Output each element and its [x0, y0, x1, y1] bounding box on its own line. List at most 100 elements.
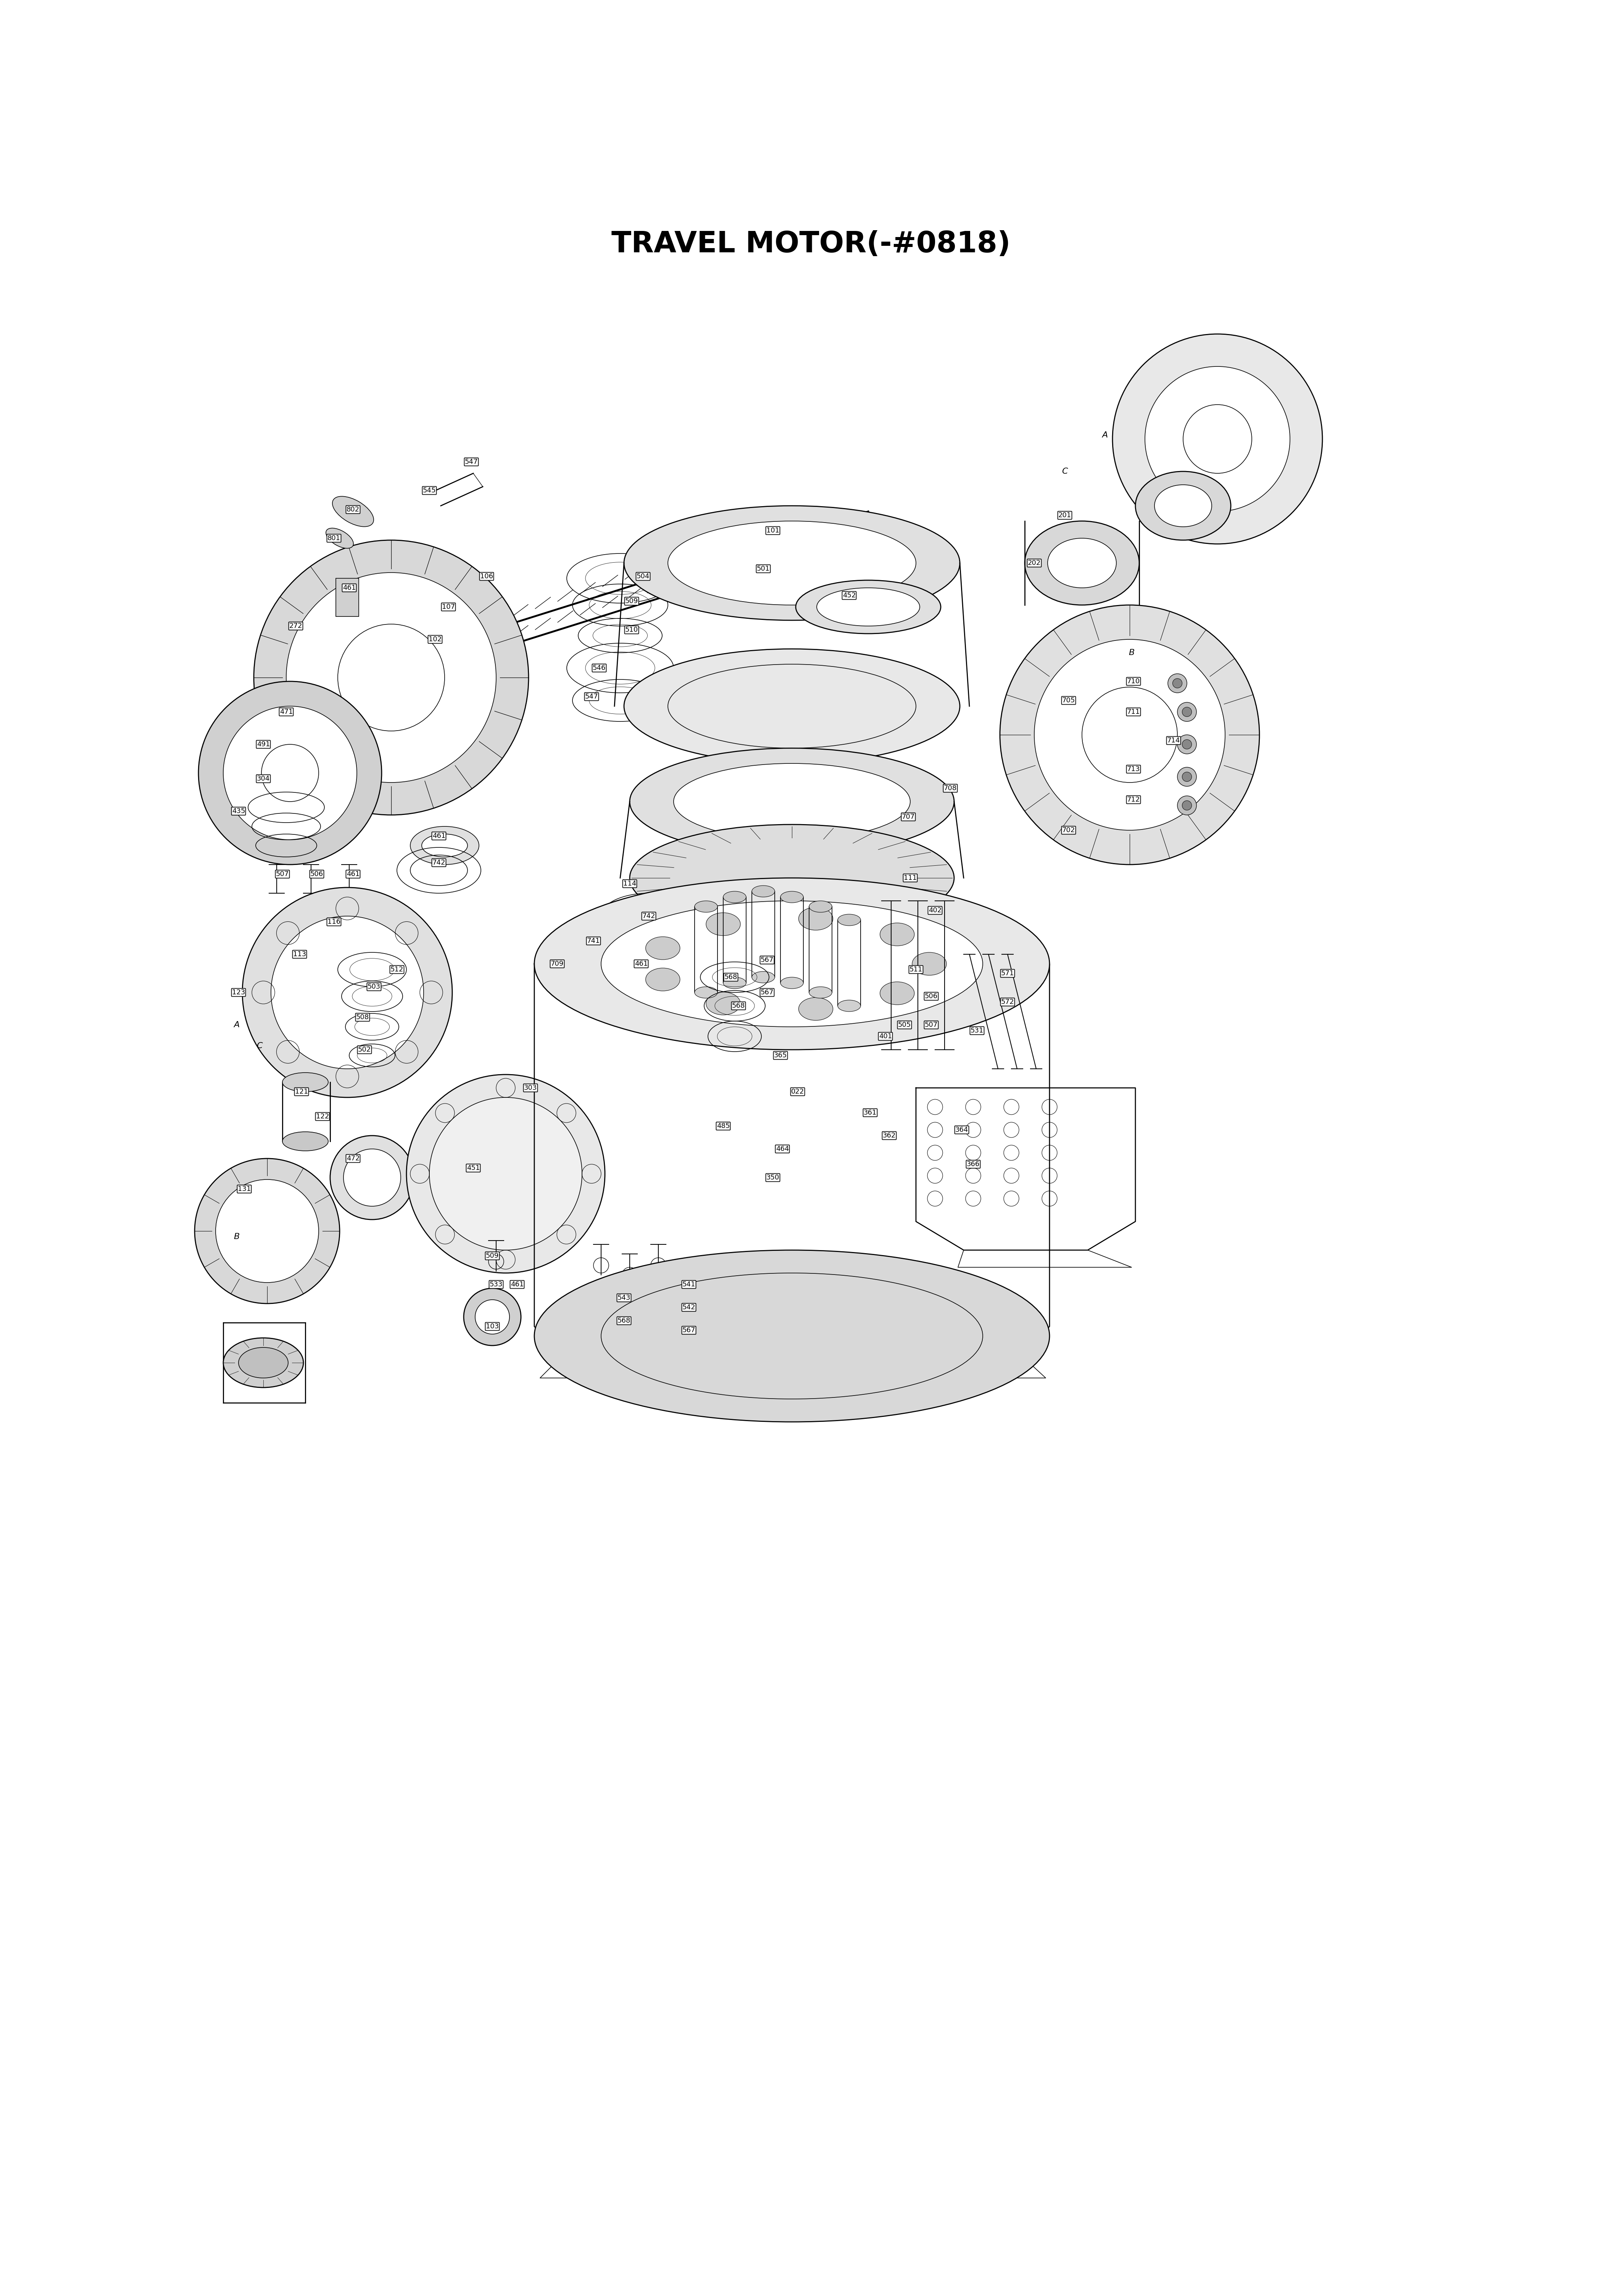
Ellipse shape — [224, 707, 357, 840]
FancyBboxPatch shape — [232, 990, 245, 996]
FancyBboxPatch shape — [761, 955, 774, 964]
Ellipse shape — [1048, 537, 1116, 588]
Text: 507: 507 — [925, 1022, 938, 1029]
FancyBboxPatch shape — [623, 879, 637, 889]
Circle shape — [1178, 703, 1197, 721]
Text: 106: 106 — [480, 574, 493, 581]
Ellipse shape — [809, 900, 832, 912]
Ellipse shape — [534, 1249, 1049, 1421]
FancyBboxPatch shape — [328, 918, 341, 925]
FancyBboxPatch shape — [970, 1026, 985, 1035]
Text: 567: 567 — [683, 1327, 696, 1334]
Text: 022: 022 — [792, 1088, 805, 1095]
Text: 509: 509 — [487, 1251, 500, 1258]
FancyBboxPatch shape — [681, 1281, 696, 1288]
FancyBboxPatch shape — [723, 974, 738, 980]
FancyBboxPatch shape — [634, 960, 649, 969]
Ellipse shape — [817, 588, 920, 627]
FancyBboxPatch shape — [256, 774, 271, 783]
Text: 350: 350 — [766, 1173, 780, 1180]
FancyBboxPatch shape — [944, 785, 957, 792]
Circle shape — [1178, 735, 1197, 753]
Ellipse shape — [723, 978, 746, 990]
FancyBboxPatch shape — [1166, 737, 1181, 744]
FancyBboxPatch shape — [1061, 696, 1075, 705]
Text: 709: 709 — [551, 960, 564, 967]
FancyBboxPatch shape — [466, 1164, 480, 1171]
FancyBboxPatch shape — [310, 870, 324, 877]
Ellipse shape — [798, 907, 834, 930]
FancyBboxPatch shape — [389, 967, 404, 974]
Text: 116: 116 — [328, 918, 341, 925]
Ellipse shape — [534, 877, 1049, 1049]
Ellipse shape — [1145, 367, 1289, 512]
Ellipse shape — [1155, 484, 1212, 526]
Text: 714: 714 — [1166, 737, 1181, 744]
Ellipse shape — [602, 900, 983, 1026]
Text: 508: 508 — [357, 1015, 370, 1022]
Ellipse shape — [326, 528, 354, 549]
FancyBboxPatch shape — [624, 597, 639, 606]
FancyBboxPatch shape — [1027, 558, 1041, 567]
FancyBboxPatch shape — [431, 859, 446, 866]
Ellipse shape — [1113, 333, 1322, 544]
Ellipse shape — [1035, 638, 1225, 831]
Text: 402: 402 — [928, 907, 941, 914]
FancyBboxPatch shape — [616, 1295, 631, 1302]
Text: 365: 365 — [774, 1052, 787, 1058]
FancyBboxPatch shape — [289, 622, 303, 629]
FancyBboxPatch shape — [1126, 677, 1140, 687]
Ellipse shape — [253, 540, 529, 815]
Text: 546: 546 — [592, 664, 605, 670]
FancyBboxPatch shape — [422, 487, 436, 494]
Text: 509: 509 — [624, 597, 637, 604]
Ellipse shape — [475, 1300, 509, 1334]
Text: 741: 741 — [587, 937, 600, 944]
FancyBboxPatch shape — [550, 960, 564, 969]
Text: 708: 708 — [944, 785, 957, 792]
Text: C: C — [256, 1042, 263, 1049]
Text: 102: 102 — [428, 636, 441, 643]
Ellipse shape — [753, 971, 775, 983]
FancyBboxPatch shape — [509, 1281, 524, 1288]
FancyBboxPatch shape — [428, 636, 443, 643]
Ellipse shape — [624, 505, 960, 620]
Text: 511: 511 — [910, 967, 923, 974]
Text: 742: 742 — [642, 914, 655, 918]
Text: 304: 304 — [256, 776, 269, 783]
Text: 464: 464 — [775, 1146, 788, 1153]
Ellipse shape — [673, 765, 910, 840]
FancyBboxPatch shape — [441, 604, 456, 611]
Ellipse shape — [331, 1137, 414, 1219]
FancyBboxPatch shape — [464, 457, 478, 466]
Text: A: A — [234, 1022, 240, 1029]
Circle shape — [1173, 680, 1182, 689]
Ellipse shape — [407, 1075, 605, 1272]
Text: 101: 101 — [766, 528, 779, 535]
Circle shape — [1182, 771, 1192, 781]
Ellipse shape — [224, 1339, 303, 1387]
FancyBboxPatch shape — [276, 870, 289, 877]
Ellipse shape — [753, 886, 775, 898]
FancyBboxPatch shape — [237, 1185, 251, 1194]
Text: 362: 362 — [882, 1132, 895, 1139]
FancyBboxPatch shape — [902, 813, 915, 822]
Ellipse shape — [242, 889, 453, 1097]
Ellipse shape — [216, 1180, 318, 1283]
Text: 512: 512 — [391, 967, 404, 974]
Ellipse shape — [344, 1148, 401, 1205]
Ellipse shape — [837, 1001, 861, 1013]
FancyBboxPatch shape — [681, 1327, 696, 1334]
Text: 451: 451 — [467, 1164, 480, 1171]
Text: 547: 547 — [586, 693, 599, 700]
Text: 711: 711 — [1127, 709, 1140, 716]
Text: 202: 202 — [1028, 560, 1041, 567]
FancyBboxPatch shape — [1126, 765, 1140, 774]
Text: 113: 113 — [294, 951, 307, 957]
FancyBboxPatch shape — [524, 1084, 537, 1093]
FancyBboxPatch shape — [328, 535, 341, 542]
Text: 435: 435 — [232, 808, 245, 815]
Text: B: B — [1129, 650, 1134, 657]
FancyBboxPatch shape — [636, 572, 650, 581]
FancyBboxPatch shape — [292, 951, 307, 957]
